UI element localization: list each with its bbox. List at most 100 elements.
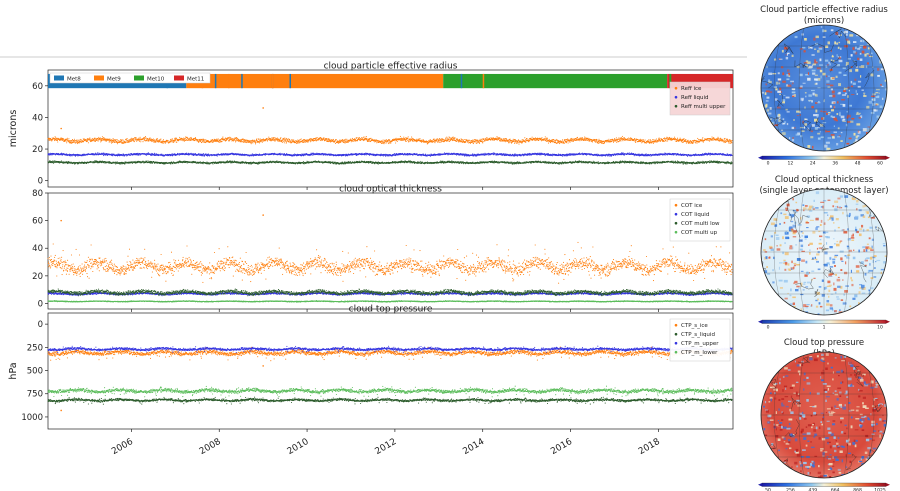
- data-point: [284, 140, 285, 141]
- data-point: [467, 140, 468, 141]
- data-point: [644, 141, 645, 142]
- data-point: [660, 140, 661, 141]
- data-point: [579, 139, 580, 140]
- data-point: [77, 140, 78, 141]
- data-point: [91, 141, 92, 142]
- data-point: [408, 141, 409, 142]
- data-point: [514, 143, 515, 144]
- data-point: [579, 140, 580, 141]
- data-point: [172, 138, 173, 139]
- data-point: [109, 138, 110, 139]
- data-point: [344, 139, 345, 140]
- data-point: [569, 142, 570, 143]
- data-point: [190, 140, 191, 141]
- data-point: [575, 138, 576, 139]
- data-point: [645, 140, 646, 141]
- data-point: [284, 138, 285, 139]
- data-point: [577, 137, 578, 138]
- data-point: [307, 142, 308, 143]
- data-point: [285, 141, 286, 142]
- data-point: [211, 141, 212, 142]
- data-point: [267, 138, 268, 139]
- data-point: [681, 141, 682, 142]
- satellite-stripe: [272, 74, 274, 88]
- data-point: [275, 140, 276, 141]
- data-point: [686, 142, 687, 143]
- data-point: [224, 138, 225, 139]
- data-point: [277, 138, 278, 139]
- data-point: [305, 142, 306, 143]
- data-point: [395, 142, 396, 143]
- data-point: [479, 143, 480, 144]
- y-tick-label: 40: [32, 113, 43, 123]
- data-point: [434, 141, 435, 142]
- data-point: [359, 137, 360, 138]
- satellite-stripe: [483, 74, 485, 88]
- data-point: [294, 141, 295, 142]
- data-point: [620, 138, 621, 139]
- data-point: [246, 141, 247, 142]
- data-point: [622, 140, 623, 141]
- data-point: [282, 142, 283, 143]
- data-point: [342, 139, 343, 140]
- data-point: [117, 139, 118, 140]
- data-point: [313, 140, 314, 141]
- data-point: [439, 138, 440, 139]
- data-point: [133, 139, 134, 140]
- data-point: [485, 138, 486, 139]
- data-point: [449, 139, 450, 140]
- data-point: [441, 141, 442, 142]
- data-point: [482, 142, 483, 143]
- y-axis-label: microns: [8, 110, 19, 148]
- data-point: [524, 137, 525, 138]
- data-point: [129, 139, 130, 140]
- data-point: [208, 140, 209, 141]
- data-point: [522, 142, 523, 143]
- data-point: [596, 139, 597, 140]
- data-point: [67, 138, 68, 139]
- data-point: [469, 140, 470, 141]
- data-point: [140, 141, 141, 142]
- data-point: [251, 142, 252, 143]
- data-point: [94, 138, 95, 139]
- data-point: [188, 140, 189, 141]
- data-point: [153, 138, 154, 139]
- data-point: [293, 140, 294, 141]
- data-point: [549, 139, 550, 140]
- data-point: [51, 140, 52, 141]
- data-point: [350, 139, 351, 140]
- data-point: [343, 142, 344, 143]
- data-point: [403, 140, 404, 141]
- data-point: [353, 141, 354, 142]
- data-point: [115, 139, 116, 140]
- data-point: [547, 138, 548, 139]
- data-point: [517, 142, 518, 143]
- data-point: [126, 141, 127, 142]
- data-point: [162, 143, 163, 144]
- data-point: [390, 143, 391, 144]
- data-point: [320, 140, 321, 141]
- data-point: [270, 138, 271, 139]
- data-point: [386, 139, 387, 140]
- data-point: [345, 142, 346, 143]
- data-point: [513, 139, 514, 140]
- data-point: [243, 139, 244, 140]
- data-point: [179, 137, 180, 138]
- data-point: [96, 140, 97, 141]
- data-point: [228, 137, 229, 138]
- data-point: [450, 140, 451, 141]
- data-point: [324, 138, 325, 139]
- data-point: [245, 142, 246, 143]
- data-point: [101, 139, 102, 140]
- data-point: [619, 139, 620, 140]
- data-point: [109, 142, 110, 143]
- data-point: [667, 140, 668, 141]
- data-point: [355, 139, 356, 140]
- data-point: [267, 140, 268, 141]
- data-point: [49, 140, 50, 141]
- data-point: [81, 140, 82, 141]
- data-point: [446, 137, 447, 138]
- data-point: [89, 138, 90, 139]
- data-point: [144, 137, 145, 138]
- data-point: [95, 138, 96, 139]
